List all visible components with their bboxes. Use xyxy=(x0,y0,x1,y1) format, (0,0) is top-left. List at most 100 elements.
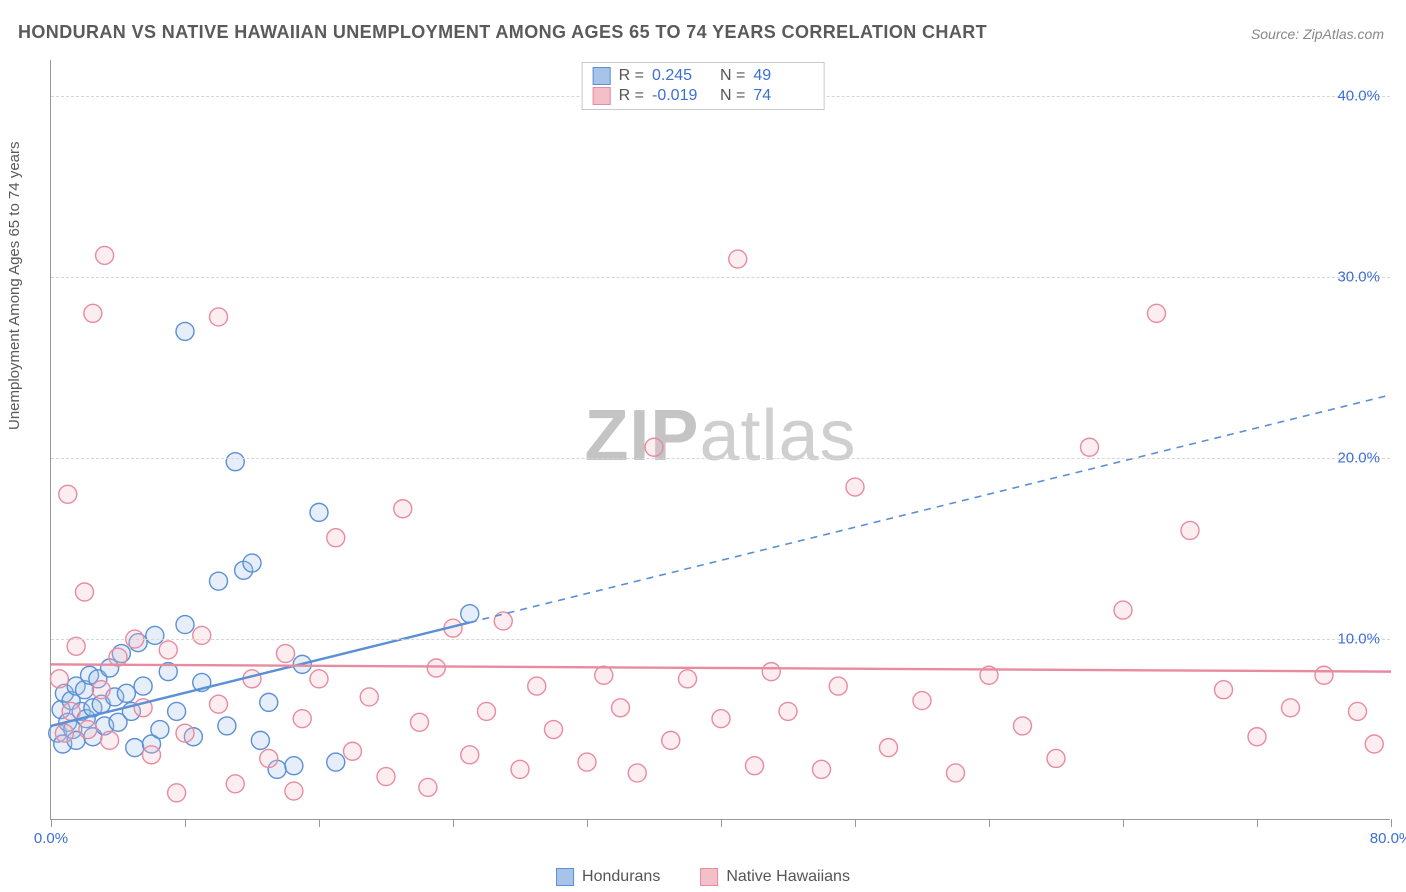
scatter-point xyxy=(1349,702,1367,720)
y-tick-label: 10.0% xyxy=(1337,631,1380,648)
scatter-point xyxy=(377,768,395,786)
scatter-point xyxy=(168,702,186,720)
gridline xyxy=(51,639,1390,640)
scatter-point xyxy=(285,782,303,800)
scatter-point xyxy=(461,605,479,623)
scatter-point xyxy=(101,731,119,749)
stat-r-label: R = xyxy=(619,67,644,85)
scatter-point xyxy=(427,659,445,677)
scatter-point xyxy=(913,692,931,710)
x-tick xyxy=(51,819,52,827)
x-tick xyxy=(1123,819,1124,827)
scatter-point xyxy=(226,775,244,793)
x-tick xyxy=(453,819,454,827)
scatter-point xyxy=(1215,681,1233,699)
scatter-point xyxy=(327,753,345,771)
scatter-point xyxy=(779,702,797,720)
stat-r-label: R = xyxy=(619,87,644,105)
y-tick-label: 40.0% xyxy=(1337,88,1380,105)
correlation-stats-box: R = 0.245 N = 49 R = -0.019 N = 74 xyxy=(582,62,825,110)
scatter-point xyxy=(176,322,194,340)
stats-swatch xyxy=(593,67,611,85)
trend-line-dashed xyxy=(470,395,1391,623)
scatter-point xyxy=(218,717,236,735)
scatter-point xyxy=(117,684,135,702)
scatter-point xyxy=(327,529,345,547)
scatter-point xyxy=(494,612,512,630)
legend-label: Native Hawaiians xyxy=(726,868,850,886)
scatter-point xyxy=(285,757,303,775)
scatter-point xyxy=(478,702,496,720)
scatter-point xyxy=(126,739,144,757)
scatter-point xyxy=(1315,666,1333,684)
x-tick-label: 0.0% xyxy=(34,830,68,847)
scatter-point xyxy=(210,695,228,713)
scatter-point xyxy=(1014,717,1032,735)
scatter-point xyxy=(360,688,378,706)
x-tick xyxy=(587,819,588,827)
scatter-point xyxy=(210,308,228,326)
plot-area: ZIPatlas 10.0%20.0%30.0%40.0%0.0%80.0% xyxy=(50,60,1390,820)
scatter-point xyxy=(344,742,362,760)
scatter-point xyxy=(176,616,194,634)
scatter-point xyxy=(411,713,429,731)
scatter-point xyxy=(55,724,73,742)
scatter-point xyxy=(1181,521,1199,539)
stat-n-label: N = xyxy=(720,87,745,105)
stat-n-value: 49 xyxy=(753,67,813,85)
scatter-point xyxy=(260,749,278,767)
scatter-point xyxy=(143,746,161,764)
scatter-point xyxy=(96,246,114,264)
x-tick xyxy=(319,819,320,827)
scatter-point xyxy=(880,739,898,757)
stat-n-value: 74 xyxy=(753,87,813,105)
scatter-point xyxy=(419,778,437,796)
legend-swatch xyxy=(556,868,574,886)
scatter-point xyxy=(210,572,228,590)
stat-r-value: 0.245 xyxy=(652,67,712,85)
chart-title: HONDURAN VS NATIVE HAWAIIAN UNEMPLOYMENT… xyxy=(18,22,987,43)
scatter-point xyxy=(846,478,864,496)
scatter-point xyxy=(277,645,295,663)
scatter-point xyxy=(545,721,563,739)
stats-row: R = -0.019 N = 74 xyxy=(593,87,814,105)
legend-swatch xyxy=(700,868,718,886)
source-attribution: Source: ZipAtlas.com xyxy=(1251,26,1384,42)
scatter-point xyxy=(729,250,747,268)
scatter-point xyxy=(712,710,730,728)
stat-r-value: -0.019 xyxy=(652,87,712,105)
scatter-point xyxy=(1282,699,1300,717)
scatter-point xyxy=(1365,735,1383,753)
scatter-point xyxy=(1114,601,1132,619)
x-tick-label: 80.0% xyxy=(1370,830,1406,847)
chart-svg xyxy=(51,60,1390,819)
scatter-point xyxy=(193,626,211,644)
stats-row: R = 0.245 N = 49 xyxy=(593,67,814,85)
x-tick xyxy=(1257,819,1258,827)
scatter-point xyxy=(226,453,244,471)
scatter-point xyxy=(662,731,680,749)
scatter-point xyxy=(176,724,194,742)
x-tick xyxy=(1391,819,1392,827)
y-axis-label: Unemployment Among Ages 65 to 74 years xyxy=(6,141,23,430)
scatter-point xyxy=(645,438,663,456)
scatter-point xyxy=(59,485,77,503)
scatter-point xyxy=(1081,438,1099,456)
scatter-point xyxy=(146,626,164,644)
scatter-point xyxy=(84,304,102,322)
scatter-point xyxy=(578,753,596,771)
scatter-point xyxy=(92,681,110,699)
scatter-point xyxy=(62,702,80,720)
stats-swatch xyxy=(593,87,611,105)
scatter-point xyxy=(595,666,613,684)
scatter-point xyxy=(260,693,278,711)
scatter-point xyxy=(528,677,546,695)
gridline xyxy=(51,277,1390,278)
scatter-point xyxy=(679,670,697,688)
stat-n-label: N = xyxy=(720,67,745,85)
y-tick-label: 30.0% xyxy=(1337,269,1380,286)
x-tick xyxy=(185,819,186,827)
legend-item: Hondurans xyxy=(556,868,660,886)
scatter-point xyxy=(394,500,412,518)
scatter-point xyxy=(109,648,127,666)
